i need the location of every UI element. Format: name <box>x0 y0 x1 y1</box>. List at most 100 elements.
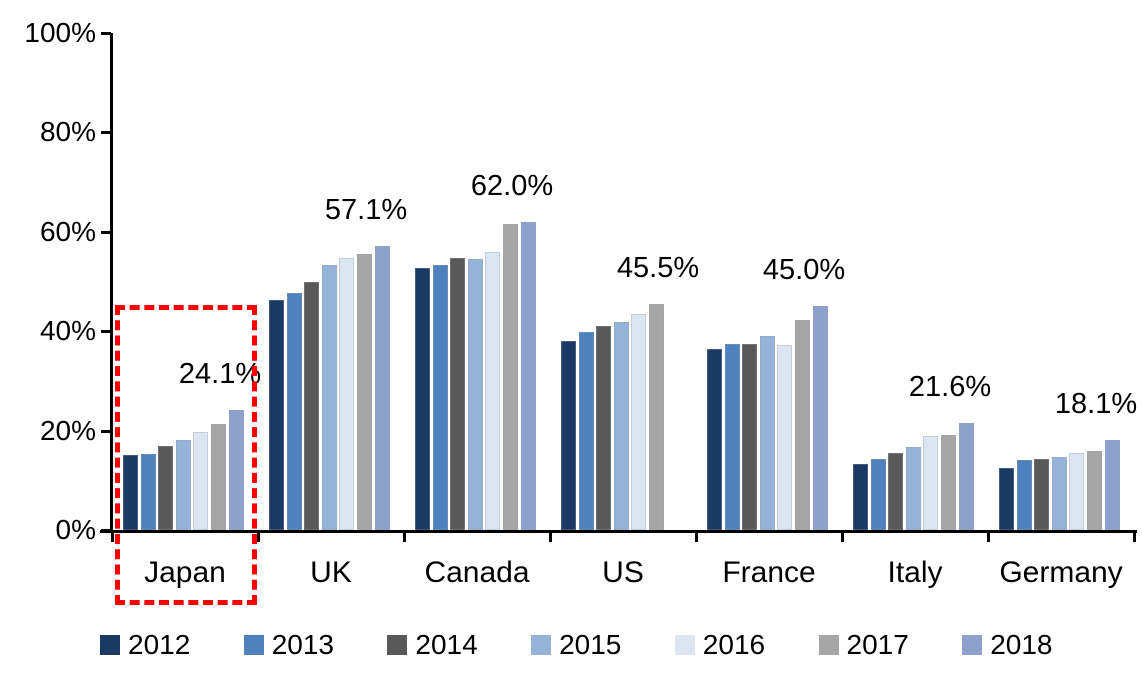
legend-label: 2016 <box>702 629 766 660</box>
legend-item-2014: 2014 <box>387 630 507 660</box>
y-axis-tick <box>101 429 111 433</box>
bar-2016-japan <box>193 431 209 530</box>
category-label: Japan <box>144 556 226 589</box>
y-axis-tick <box>101 529 111 532</box>
bar-2018-italy <box>958 422 974 530</box>
legend-swatch-2013 <box>243 635 264 655</box>
category-label: Germany <box>999 556 1123 589</box>
legend-swatch-2015 <box>531 635 552 655</box>
legend-label: 2014 <box>415 629 478 660</box>
bar-2018-japan <box>228 410 244 530</box>
bar-2015-italy <box>905 446 921 530</box>
bar-2018-canada <box>520 221 536 530</box>
bar-2016-italy <box>923 435 939 530</box>
x-axis-tick <box>987 533 990 542</box>
bar-2018-uk <box>374 246 390 530</box>
legend-item-2017: 2017 <box>818 629 939 660</box>
bar-2014-canada <box>450 258 466 530</box>
x-axis-line <box>100 530 1137 533</box>
bar-2012-germany <box>999 468 1014 530</box>
legend-swatch-2017 <box>818 635 839 655</box>
bar-2012-canada <box>415 268 430 530</box>
data-label: 21.6% <box>908 370 992 403</box>
bar-2013-germany <box>1016 460 1032 530</box>
bar-2013-italy <box>870 459 886 530</box>
bar-2016-uk <box>339 258 355 530</box>
bar-2014-italy <box>888 453 904 530</box>
highlight-box <box>115 305 257 605</box>
x-axis-tick <box>841 533 844 542</box>
bar-2016-germany <box>1069 453 1085 530</box>
bar-2014-us <box>596 325 612 530</box>
bar-2016-us <box>631 313 647 530</box>
legend-swatch-2014 <box>387 635 408 655</box>
bar-2012-uk <box>269 299 284 530</box>
bar-2015-canada <box>467 259 483 530</box>
data-label: 45.0% <box>762 254 846 287</box>
y-axis-tick <box>101 32 111 35</box>
data-label: 57.1% <box>324 194 408 227</box>
bar-2015-japan <box>175 439 191 530</box>
bar-2012-italy <box>853 464 868 530</box>
bar-2017-japan <box>211 424 226 530</box>
bar-2013-japan <box>140 453 156 530</box>
data-label: 24.1% <box>178 358 262 391</box>
category-label: France <box>722 556 816 589</box>
data-label: 62.0% <box>470 169 554 202</box>
bar-2013-france <box>724 343 740 530</box>
category-label: US <box>602 556 644 589</box>
bar-2017-uk <box>357 254 372 530</box>
data-label: 18.1% <box>1054 388 1138 421</box>
bar-2013-us <box>578 331 594 530</box>
legend-label: 2013 <box>271 629 334 660</box>
bar-2015-germany <box>1051 457 1067 530</box>
bar-2018-germany <box>1104 440 1120 530</box>
bar-2014-japan <box>158 446 174 530</box>
y-axis-label: 0% <box>55 514 96 545</box>
bar-2015-uk <box>321 265 337 530</box>
legend-label: 2015 <box>559 629 622 660</box>
bar-2014-france <box>742 343 758 530</box>
x-axis-tick <box>257 533 260 542</box>
bar-2014-uk <box>304 281 320 530</box>
bar-2013-canada <box>432 265 448 530</box>
bar-2017-us <box>649 303 664 530</box>
bar-2016-france <box>777 344 793 530</box>
y-axis-label: 20% <box>39 414 96 446</box>
category-label: Italy <box>887 556 943 589</box>
bar-2018-france <box>812 306 828 530</box>
legend-label: 2012 <box>128 629 191 660</box>
bar-2017-france <box>795 319 810 530</box>
bar-2017-germany <box>1087 451 1102 530</box>
y-axis-tick <box>101 230 111 234</box>
bar-2015-us <box>613 321 629 530</box>
bar-2017-canada <box>503 224 518 530</box>
category-label: Canada <box>424 556 530 589</box>
bar-2017-italy <box>941 434 956 530</box>
legend-swatch-2018 <box>962 635 983 655</box>
y-axis-label: 60% <box>39 215 96 247</box>
category-label: UK <box>310 556 352 589</box>
data-label: 45.5% <box>616 251 700 284</box>
legend-item-2016: 2016 <box>674 629 795 660</box>
bar-2012-japan <box>123 454 138 530</box>
x-axis-tick <box>549 533 552 542</box>
y-axis-line <box>110 33 113 533</box>
bar-2012-us <box>561 340 576 530</box>
legend-swatch-2012 <box>100 635 120 655</box>
x-axis-tick <box>695 533 698 542</box>
bar-2016-canada <box>485 251 501 530</box>
y-axis-label: 80% <box>39 116 96 148</box>
legend-label: 2018 <box>990 629 1053 660</box>
y-axis-tick <box>101 131 111 135</box>
y-axis-label: 40% <box>39 315 96 347</box>
y-axis-tick <box>101 330 111 334</box>
legend-label: 2017 <box>846 629 909 660</box>
x-axis-tick <box>1133 533 1136 542</box>
bar-2013-uk <box>286 292 302 530</box>
bar-2014-germany <box>1034 459 1050 530</box>
legend-item-2015: 2015 <box>531 630 651 660</box>
legend-swatch-2016 <box>674 635 695 655</box>
x-axis-tick <box>403 533 406 542</box>
